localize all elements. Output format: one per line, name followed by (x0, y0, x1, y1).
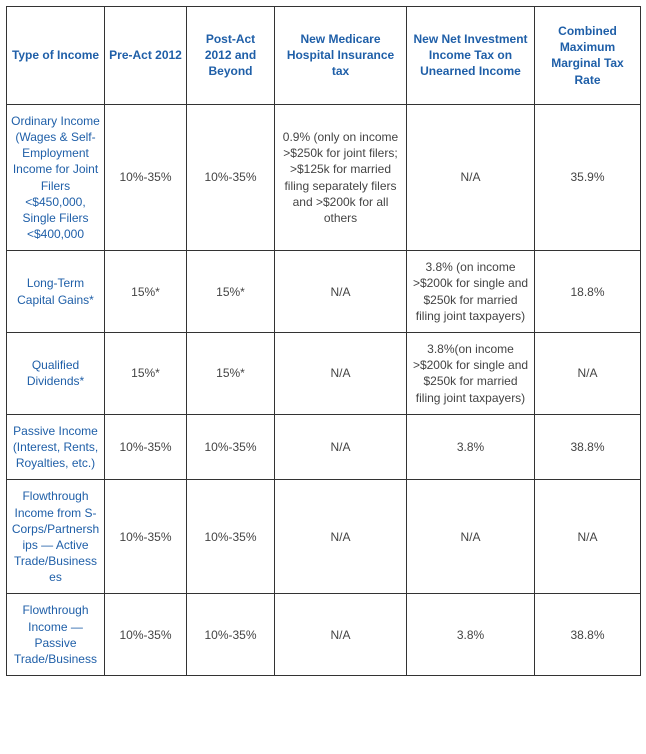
col-header-type: Type of Income (7, 7, 105, 105)
cell-type: Flowthrough Income — Passive Trade/Busin… (7, 594, 105, 676)
cell-postact: 10%-35% (187, 480, 275, 594)
cell-type: Qualified Dividends* (7, 333, 105, 415)
col-header-niit: New Net Investment Income Tax on Unearne… (407, 7, 535, 105)
cell-combined: 35.9% (535, 104, 641, 251)
cell-postact: 10%-35% (187, 414, 275, 480)
cell-preact: 10%-35% (105, 594, 187, 676)
cell-preact: 10%-35% (105, 104, 187, 251)
table-row: Flowthrough Income from S-Corps/Partners… (7, 480, 641, 594)
table-header: Type of Income Pre-Act 2012 Post-Act 201… (7, 7, 641, 105)
cell-niit: N/A (407, 104, 535, 251)
cell-type: Ordinary Income (Wages & Self-Employment… (7, 104, 105, 251)
cell-preact: 15%* (105, 333, 187, 415)
cell-niit: 3.8% (407, 594, 535, 676)
table-row: Ordinary Income (Wages & Self-Employment… (7, 104, 641, 251)
cell-niit: 3.8%(on income >$200k for single and $25… (407, 333, 535, 415)
cell-postact: 15%* (187, 251, 275, 333)
cell-preact: 15%* (105, 251, 187, 333)
cell-type: Flowthrough Income from S-Corps/Partners… (7, 480, 105, 594)
cell-postact: 15%* (187, 333, 275, 415)
cell-niit: 3.8% (on income >$200k for single and $2… (407, 251, 535, 333)
cell-type: Long-Term Capital Gains* (7, 251, 105, 333)
cell-preact: 10%-35% (105, 414, 187, 480)
cell-medicare: N/A (275, 414, 407, 480)
table-row: Passive Income (Interest, Rents, Royalti… (7, 414, 641, 480)
tax-rate-table: Type of Income Pre-Act 2012 Post-Act 201… (6, 6, 641, 676)
table-body: Ordinary Income (Wages & Self-Employment… (7, 104, 641, 675)
col-header-combined: Combined Maximum Marginal Tax Rate (535, 7, 641, 105)
cell-combined: 38.8% (535, 594, 641, 676)
header-row: Type of Income Pre-Act 2012 Post-Act 201… (7, 7, 641, 105)
cell-medicare: 0.9% (only on income >$250k for joint fi… (275, 104, 407, 251)
cell-medicare: N/A (275, 251, 407, 333)
table-row: Long-Term Capital Gains* 15%* 15%* N/A 3… (7, 251, 641, 333)
cell-combined: 18.8% (535, 251, 641, 333)
cell-niit: 3.8% (407, 414, 535, 480)
col-header-medicare: New Medicare Hospital Insurance tax (275, 7, 407, 105)
col-header-postact: Post-Act 2012 and Beyond (187, 7, 275, 105)
cell-postact: 10%-35% (187, 104, 275, 251)
cell-combined: 38.8% (535, 414, 641, 480)
cell-medicare: N/A (275, 594, 407, 676)
cell-niit: N/A (407, 480, 535, 594)
cell-medicare: N/A (275, 333, 407, 415)
table-row: Qualified Dividends* 15%* 15%* N/A 3.8%(… (7, 333, 641, 415)
cell-type: Passive Income (Interest, Rents, Royalti… (7, 414, 105, 480)
cell-combined: N/A (535, 480, 641, 594)
col-header-preact: Pre-Act 2012 (105, 7, 187, 105)
cell-combined: N/A (535, 333, 641, 415)
table-row: Flowthrough Income — Passive Trade/Busin… (7, 594, 641, 676)
cell-postact: 10%-35% (187, 594, 275, 676)
cell-medicare: N/A (275, 480, 407, 594)
cell-preact: 10%-35% (105, 480, 187, 594)
